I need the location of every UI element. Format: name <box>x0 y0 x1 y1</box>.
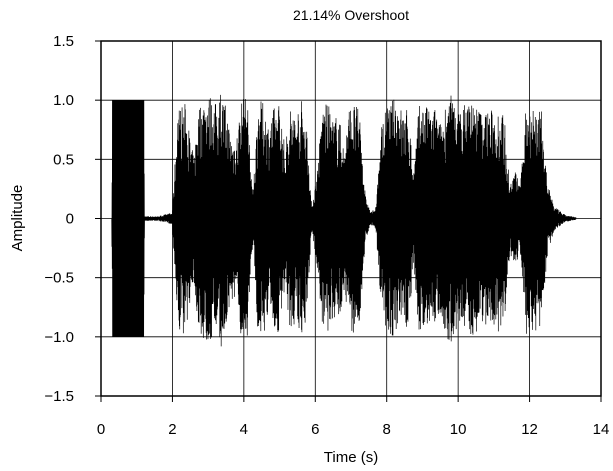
y-tick-label-5: −1.0 <box>44 329 74 346</box>
y-axis-ticks: 1.5 1.0 0.5 0 −0.5 −1.0 −1.5 <box>44 33 101 405</box>
waveform-series <box>111 94 577 347</box>
x-tick-label-7: 14 <box>593 421 610 438</box>
x-tick-label-2: 4 <box>240 421 248 438</box>
y-tick-label-6: −1.5 <box>44 388 74 405</box>
x-axis-ticks: 0 2 4 6 8 10 12 14 <box>97 396 610 438</box>
y-tick-label-1: 1.0 <box>53 92 74 109</box>
x-tick-label-6: 12 <box>521 421 538 438</box>
x-tick-label-0: 0 <box>97 421 105 438</box>
x-tick-label-5: 10 <box>450 421 467 438</box>
y-tick-label-0: 1.5 <box>53 33 74 50</box>
y-axis-title: Amplitude <box>9 185 26 252</box>
x-axis-title: Time (s) <box>324 449 378 466</box>
waveform-line <box>111 94 577 347</box>
y-tick-label-3: 0 <box>66 211 74 228</box>
y-tick-label-4: −0.5 <box>44 270 74 287</box>
chart-title: 21.14% Overshoot <box>293 7 409 23</box>
x-tick-label-3: 6 <box>311 421 319 438</box>
x-tick-label-4: 8 <box>383 421 391 438</box>
y-tick-label-2: 0.5 <box>53 151 74 168</box>
x-tick-label-1: 2 <box>168 421 176 438</box>
